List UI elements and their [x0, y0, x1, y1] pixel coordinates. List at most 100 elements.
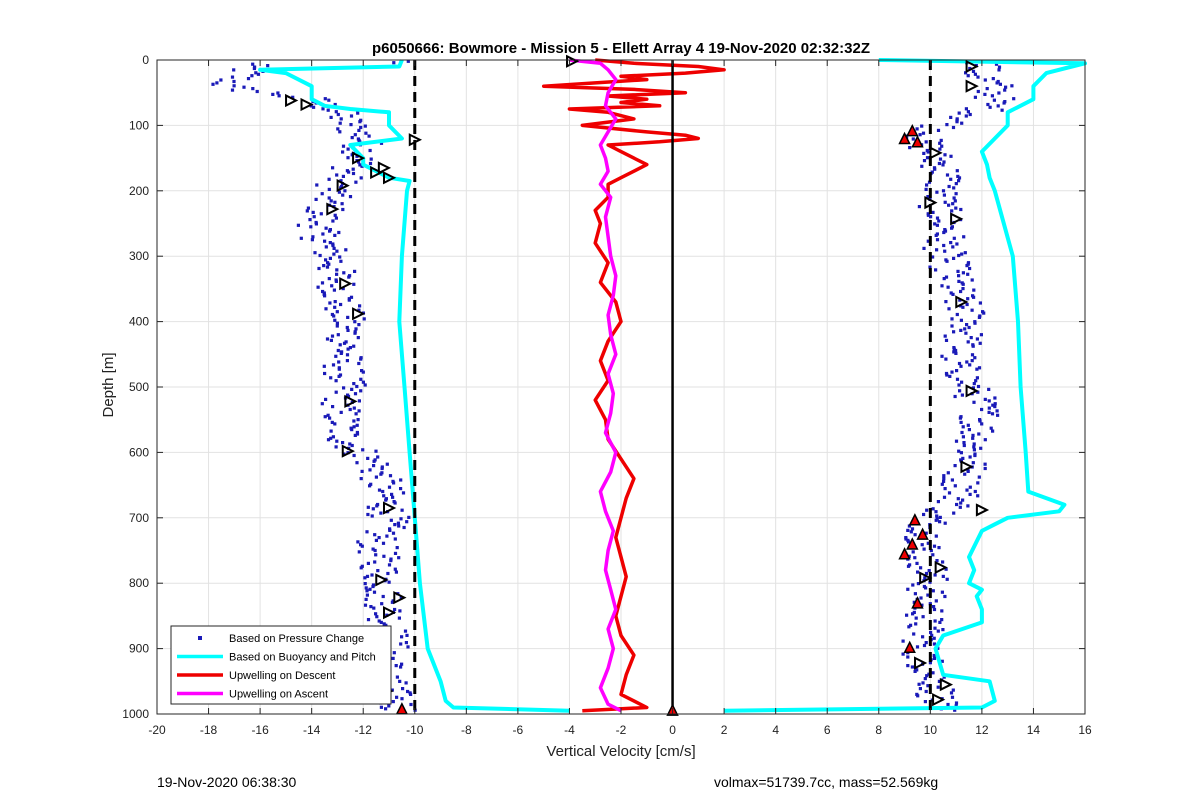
pressure-point	[310, 238, 314, 242]
pressure-point	[346, 156, 350, 160]
pressure-point	[951, 125, 956, 130]
y-tick-label: 600	[129, 445, 149, 459]
pressure-point	[963, 472, 967, 476]
pressure-point	[380, 602, 384, 606]
pressure-point	[907, 554, 911, 558]
pressure-point	[342, 341, 347, 345]
pressure-point	[966, 297, 970, 301]
pressure-point	[349, 295, 354, 299]
pressure-point	[390, 688, 394, 692]
pressure-point	[901, 639, 905, 643]
pressure-point	[959, 289, 963, 294]
filled-triangle-marker	[898, 547, 911, 560]
pressure-point	[372, 590, 377, 594]
pressure-point	[370, 573, 374, 577]
pressure-point	[943, 249, 947, 253]
pressure-point	[401, 687, 405, 691]
pressure-point	[964, 331, 968, 335]
pressure-point	[339, 351, 343, 355]
pressure-point	[355, 423, 359, 427]
pressure-point	[924, 586, 928, 590]
pressure-point	[250, 74, 254, 78]
pressure-point	[356, 336, 360, 340]
pressure-point	[987, 406, 991, 410]
legend-label: Upwelling on Descent	[229, 670, 335, 682]
pressure-point	[355, 461, 359, 465]
pressure-point	[970, 353, 975, 357]
pressure-point	[323, 239, 327, 243]
pressure-point	[353, 392, 358, 396]
x-tick-label: -14	[303, 723, 321, 737]
pressure-point	[936, 500, 940, 504]
pressure-point	[338, 130, 342, 134]
pressure-point	[936, 685, 940, 689]
pressure-point	[945, 173, 950, 177]
pressure-point	[973, 95, 977, 99]
y-tick-label: 800	[129, 576, 149, 590]
open-triangle-marker	[960, 460, 974, 474]
pressure-point	[973, 489, 977, 494]
pressure-point	[391, 656, 395, 660]
pressure-point	[957, 383, 961, 387]
pressure-point	[928, 661, 932, 665]
pressure-point	[400, 662, 404, 666]
pressure-point	[404, 681, 408, 685]
pressure-point	[951, 202, 955, 206]
pressure-point	[957, 253, 961, 258]
pressure-point	[934, 510, 938, 514]
pressure-point	[368, 587, 372, 591]
pressure-point	[305, 209, 309, 213]
pressure-point	[251, 87, 255, 91]
pressure-point	[957, 179, 961, 183]
pressure-point	[959, 318, 963, 322]
pressure-point	[333, 318, 337, 322]
pressure-point	[934, 599, 938, 603]
pressure-point	[361, 370, 365, 374]
pressure-point	[332, 314, 336, 318]
pressure-point	[359, 389, 363, 393]
open-triangle-marker	[914, 656, 928, 670]
footer-timestamp: 19-Nov-2020 06:38:30	[157, 774, 297, 790]
pressure-point	[965, 264, 969, 268]
y-tick-label: 400	[129, 315, 149, 329]
pressure-point	[352, 344, 356, 348]
pressure-point	[326, 108, 330, 112]
pressure-point	[337, 190, 341, 194]
pressure-point	[277, 94, 281, 98]
pressure-point	[934, 518, 938, 522]
pressure-point	[906, 564, 911, 568]
pressure-point	[905, 613, 909, 617]
filled-triangle-marker	[906, 537, 919, 550]
pressure-point	[377, 536, 381, 540]
open-triangle-marker	[955, 295, 969, 309]
pressure-point	[976, 494, 980, 498]
pressure-point	[387, 485, 392, 489]
pressure-point	[958, 416, 962, 420]
pressure-point	[296, 223, 300, 227]
pressure-point	[923, 700, 927, 704]
x-tick-label: -16	[251, 723, 269, 737]
pressure-point	[399, 642, 403, 646]
pressure-point	[360, 469, 364, 473]
pressure-point	[941, 163, 945, 167]
x-tick-label: -4	[564, 723, 575, 737]
open-triangle-marker	[566, 54, 580, 68]
pressure-point	[938, 620, 942, 624]
pressure-point	[955, 120, 959, 124]
pressure-point	[379, 705, 383, 709]
pressure-point	[961, 435, 965, 439]
pressure-point	[931, 671, 935, 675]
pressure-point	[371, 507, 375, 511]
pressure-point	[406, 645, 410, 649]
pressure-point	[358, 120, 362, 124]
pressure-point	[255, 89, 259, 94]
pressure-point	[323, 97, 327, 101]
pressure-point	[923, 576, 927, 580]
pressure-point	[947, 184, 951, 189]
pressure-point	[323, 294, 327, 298]
y-tick-label: 0	[142, 53, 149, 67]
pressure-point	[918, 687, 922, 691]
pressure-point	[322, 264, 326, 268]
pressure-point	[955, 502, 959, 507]
pressure-point	[1003, 88, 1007, 92]
